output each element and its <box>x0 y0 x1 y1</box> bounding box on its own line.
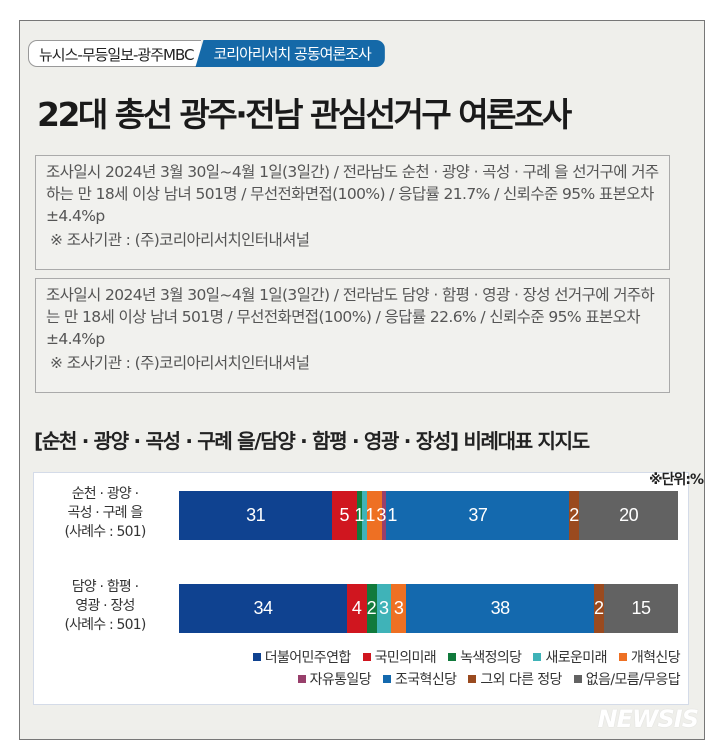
bar-value-labels: 31 5 1 1 3 1 37 2 20 <box>179 491 678 540</box>
bar-value-label: 34 <box>253 598 273 618</box>
category-label: 담양 · 함평 · 영광 · 장성 (사례수 : 501) <box>40 578 170 635</box>
legend-swatch <box>533 653 542 661</box>
legend-swatch <box>448 653 457 661</box>
stacked-bar <box>179 491 678 540</box>
category-label-line: 영광 · 장성 <box>75 598 135 614</box>
bar-segment <box>376 584 392 633</box>
legend-label: 조국혁신당 <box>395 672 457 688</box>
bar-value-label: 20 <box>619 505 639 525</box>
legend-label: 새로운미래 <box>545 650 607 666</box>
bar-segment <box>579 491 678 540</box>
legend-swatch <box>297 675 306 683</box>
category-label: 순천 · 광양 · 곡성 · 구례 을 (사례수 : 501) <box>40 485 170 542</box>
bar-value-label: 37 <box>468 505 488 525</box>
bar-segment <box>179 491 333 540</box>
bar-segment <box>366 491 382 540</box>
legend-label: 더불어민주연합 <box>264 650 352 666</box>
legend-swatch <box>252 653 261 661</box>
bar-segment <box>593 584 604 633</box>
category-label-line: 순천 · 광양 · <box>71 486 139 502</box>
bar-segment <box>346 584 367 633</box>
media-partners: 뉴시스-무등일보-광주MBC <box>28 40 202 67</box>
bar-value-label: 2 <box>366 598 377 618</box>
legend-swatch <box>468 675 477 683</box>
bar-value-label: 3 <box>379 598 389 618</box>
legend-label: 국민의미래 <box>374 650 437 666</box>
legend-item: 더불어민주연합 <box>252 647 352 667</box>
legend-swatch <box>573 675 582 683</box>
bar-value-label: 15 <box>631 598 651 618</box>
legend-label: 없음/모름/무응답 <box>585 672 681 688</box>
bar-value-label: 2 <box>569 505 579 525</box>
legend-label: 개혁신당 <box>630 650 681 666</box>
joint-survey-label: 코리아리서치 공동여론조사 <box>195 40 385 67</box>
category-label-line: (사례수 : 501) <box>64 617 146 633</box>
legend-item: 없음/모름/무응답 <box>573 669 681 689</box>
page-title: 22대 총선 광주·전남 관심선거구 여론조사 <box>37 95 572 134</box>
survey-info-1: 조사일시 2024년 3월 30일~4월 1일(3일간) / 전라남도 순천 ·… <box>35 155 670 270</box>
legend-row: 더불어민주연합 국민의미래 녹색정의당 새로운미래 개혁신당 <box>252 647 681 667</box>
legend-item: 자유통일당 <box>297 669 372 689</box>
bar-segment <box>179 584 347 633</box>
legend-item: 국민의미래 <box>362 647 437 667</box>
bar-value-label: 1 <box>365 505 375 525</box>
bar-value-label: 2 <box>593 598 604 618</box>
bar-segment <box>603 584 678 633</box>
bar-segment <box>381 491 387 540</box>
bar-segment <box>356 491 362 540</box>
bar-value-label: 1 <box>387 505 397 525</box>
category-label-line: 담양 · 함평 · <box>71 579 139 595</box>
legend-item: 조국혁신당 <box>383 669 457 689</box>
bar-value-label: 3 <box>393 598 404 618</box>
bar-value-label: 4 <box>351 598 362 618</box>
unit-label: ※단위:% <box>649 472 704 488</box>
bar-segment <box>406 584 594 633</box>
newsis-logo: NEWSIS <box>597 705 699 733</box>
legend-item: 녹색정의당 <box>448 647 522 667</box>
bar-segment <box>569 491 580 540</box>
legend-label: 그외 다른 정당 <box>480 672 562 688</box>
legend-row: 자유통일당 조국혁신당 그외 다른 정당 없음/모름/무응답 <box>297 669 681 689</box>
bar-value-label: 3 <box>376 505 386 525</box>
bar-segment <box>361 491 367 540</box>
category-label-line: 곡성 · 구례 을 <box>67 505 143 521</box>
bar-segment <box>391 584 407 633</box>
survey-method: 조사일시 2024년 3월 30일~4월 1일(3일간) / 전라남도 담양 ·… <box>46 286 655 348</box>
survey-org: ※ 조사기관 : (주)코리아리서치인터내셔널 <box>50 231 310 249</box>
legend-item: 개혁신당 <box>618 647 681 667</box>
survey-method: 조사일시 2024년 3월 30일~4월 1일(3일간) / 전라남도 순천 ·… <box>46 163 659 225</box>
legend-swatch <box>362 653 371 661</box>
bar-segment <box>332 491 357 540</box>
bar-segment <box>386 491 570 540</box>
survey-info-2: 조사일시 2024년 3월 30일~4월 1일(3일간) / 전라남도 담양 ·… <box>35 278 670 393</box>
survey-org: ※ 조사기관 : (주)코리아리서치인터내셔널 <box>50 354 310 372</box>
bar-segment <box>366 584 377 633</box>
bar-value-label: 1 <box>354 505 364 525</box>
legend-item: 그외 다른 정당 <box>468 669 562 689</box>
legend-label: 녹색정의당 <box>460 650 522 666</box>
bar-value-label: 5 <box>339 505 350 525</box>
legend-swatch <box>618 653 627 661</box>
stacked-bar <box>179 584 678 633</box>
legend-swatch <box>383 675 391 683</box>
bar-value-label: 31 <box>246 505 266 525</box>
legend-label: 자유통일당 <box>309 672 372 688</box>
bar-value-labels: 34 4 2 3 3 38 2 15 <box>179 584 678 633</box>
category-label-line: (사례수 : 501) <box>64 524 146 540</box>
chart-title: [순천 · 광양 · 곡성 · 구례 을/담양 · 함평 · 영광 · 장성] … <box>34 429 590 453</box>
bar-value-label: 38 <box>490 598 511 618</box>
legend-item: 새로운미래 <box>533 647 607 667</box>
source-tag: 뉴시스-무등일보-광주MBC 코리아리서치 공동여론조사 <box>28 40 385 67</box>
